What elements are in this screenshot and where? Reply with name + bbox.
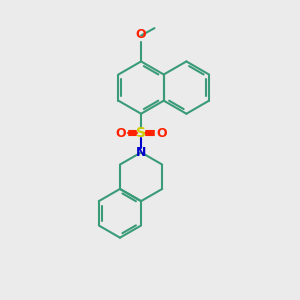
Text: O: O <box>136 28 146 40</box>
Text: S: S <box>136 126 146 140</box>
Text: N: N <box>136 146 146 159</box>
Text: O: O <box>157 127 167 140</box>
Text: O: O <box>115 127 126 140</box>
